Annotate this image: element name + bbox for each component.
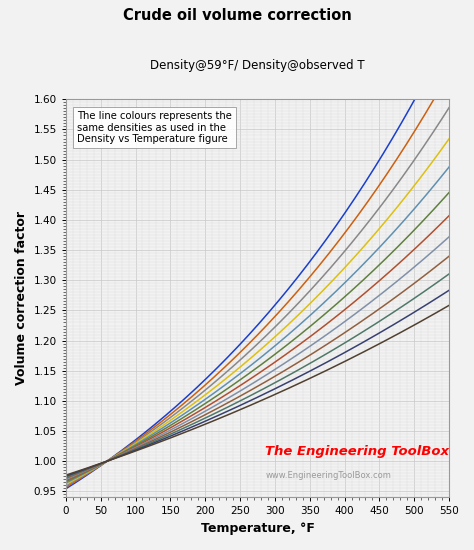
Title: Density@59°F/ Density@observed T: Density@59°F/ Density@observed T [150, 59, 365, 72]
Y-axis label: Volume correction factor: Volume correction factor [15, 211, 28, 386]
Text: Crude oil volume correction: Crude oil volume correction [123, 8, 351, 23]
Text: The Engineering ToolBox: The Engineering ToolBox [265, 445, 449, 458]
X-axis label: Temperature, °F: Temperature, °F [201, 522, 314, 535]
Text: The line colours represents the
same densities as used in the
Density vs Tempera: The line colours represents the same den… [77, 111, 232, 145]
Text: www.EngineeringToolBox.com: www.EngineeringToolBox.com [265, 471, 391, 480]
